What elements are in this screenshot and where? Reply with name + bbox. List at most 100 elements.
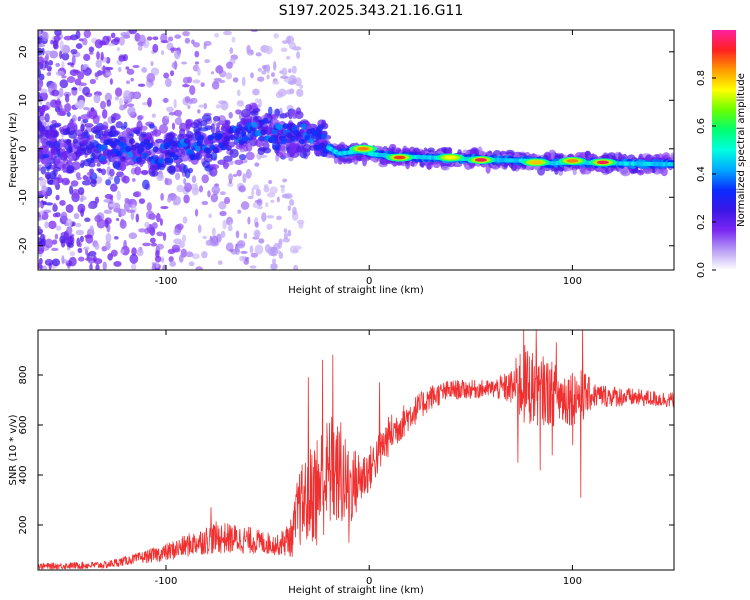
spectrogram-cloud-cell	[440, 165, 450, 171]
spectrogram-cloud-cell	[287, 147, 293, 156]
spectrogram-cloud-cell	[112, 161, 120, 170]
spectrogram-noise-cell	[101, 108, 108, 119]
spectrogram-noise-cell	[83, 246, 90, 251]
spectrogram-ridge-cell	[136, 156, 143, 163]
spectrogram-noise-cell	[40, 238, 47, 247]
spectrogram-noise-cell	[160, 205, 169, 210]
spectrogram-cloud-cell	[70, 180, 79, 187]
spectrogram-noise-cell	[104, 66, 114, 71]
spectrogram-noise-cell	[120, 249, 125, 254]
spectrogram-noise-cell	[39, 177, 47, 188]
spectrogram-noise-cell	[51, 258, 61, 267]
spectrogram-noise-cell	[249, 245, 254, 254]
spectrogram-cloud-cell	[180, 148, 186, 158]
spectrogram-noise-cell	[169, 70, 175, 77]
spectrogram-noise-cell	[252, 88, 260, 96]
spectrogram-cloud-cell	[295, 146, 306, 153]
spectrogram-cloud-cell	[142, 179, 150, 190]
spectrogram-noise-cell	[257, 76, 265, 82]
spectrogram-noise-cell	[228, 173, 234, 182]
spectrogram-noise-cell	[220, 230, 226, 239]
spectrogram-noise-cell	[155, 212, 161, 223]
spectrogram-noise-cell	[156, 231, 164, 237]
spectrogram-cloud-cell	[119, 131, 127, 138]
spectrogram-noise-cell	[182, 83, 190, 88]
spectrogram-noise-cell	[173, 98, 177, 109]
spectrogram-noise-cell	[288, 68, 292, 74]
spectrogram-noise-cell	[96, 51, 100, 60]
spectrogram-noise-cell	[128, 232, 138, 240]
spectrogram-noise-cell	[291, 65, 297, 74]
spectrogram-noise-cell	[223, 196, 231, 205]
spectrogram-cloud-cell	[68, 130, 78, 139]
spectrogram-noise-cell	[168, 111, 176, 116]
spectrogram-cloud-cell	[66, 138, 72, 147]
spectrogram-noise-cell	[89, 51, 94, 55]
spectrogram-cloud-cell	[282, 153, 291, 158]
spectrogram-noise-cell	[108, 176, 114, 181]
spectrogram-noise-cell	[64, 93, 70, 103]
spectrogram-cloud-cell	[155, 138, 164, 144]
spectrogram-noise-cell	[84, 217, 91, 222]
spectrogram-cloud-cell	[345, 157, 353, 164]
spectrogram-cloud-cell	[217, 115, 226, 125]
spectrogram-noise-cell	[74, 101, 81, 109]
spectrogram-noise-cell	[55, 225, 62, 231]
spectrogram-noise-cell	[150, 67, 160, 76]
spectrogram-noise-cell	[197, 109, 201, 114]
spectrogram-cloud-cell	[148, 123, 155, 129]
spectrogram-ridge-cell	[298, 138, 305, 145]
spectrogram-noise-cell	[116, 217, 120, 222]
spectrogram-noise-cell	[177, 113, 182, 119]
spectrogram-noise-cell	[100, 51, 104, 61]
spectrogram-noise-cell	[79, 99, 85, 108]
spectrogram-noise-cell	[176, 223, 184, 230]
spectrogram-cloud-cell	[67, 152, 77, 162]
snr-background	[38, 330, 674, 570]
spectrogram-noise-cell	[250, 252, 259, 258]
spectrogram-noise-cell	[276, 196, 280, 203]
y-tick-label: 800	[18, 365, 29, 384]
spectrogram-noise-cell	[114, 96, 120, 101]
spectrogram-cloud-cell	[105, 179, 112, 186]
spectrogram-noise-cell	[114, 37, 121, 43]
spectrogram-noise-cell	[276, 215, 282, 221]
spectrogram-noise-cell	[294, 77, 302, 87]
spectrogram-noise-cell	[87, 256, 95, 264]
spectrogram-noise-cell	[95, 263, 100, 270]
spectrogram-noise-cell	[256, 205, 263, 210]
spectrogram-noise-cell	[174, 49, 181, 60]
spectrogram-cloud-cell	[243, 114, 253, 124]
spectrogram-noise-cell	[203, 43, 207, 50]
spectrogram-noise-cell	[44, 50, 53, 55]
spectrogram-noise-cell	[268, 179, 273, 185]
spectrogram-noise-cell	[173, 228, 181, 236]
spectrogram-cloud-cell	[110, 113, 121, 121]
spectrogram-noise-cell	[250, 72, 254, 79]
spectrogram-noise-cell	[149, 81, 155, 86]
spectrogram-cloud-cell	[81, 180, 92, 186]
spectrogram-noise-cell	[38, 143, 41, 147]
spectrogram-noise-cell	[106, 99, 112, 107]
spectrogram-noise-cell	[205, 239, 213, 246]
spectrogram-noise-cell	[242, 173, 247, 184]
spectrogram-noise-cell	[38, 111, 41, 117]
spectrogram-cloud-cell	[245, 151, 255, 161]
chart-title: S197.2025.343.21.16.G11	[279, 3, 464, 19]
spectrogram-noise-cell	[165, 115, 170, 120]
spectrogram-ridge-core	[669, 162, 674, 167]
spectrogram-noise-cell	[149, 237, 156, 244]
spectrogram-noise-cell	[160, 50, 165, 56]
spectrogram-noise-cell	[255, 188, 262, 197]
spectrogram-noise-cell	[38, 225, 41, 230]
spectrogram-noise-cell	[244, 257, 249, 262]
spectrogram-noise-cell	[226, 61, 233, 69]
spectrogram-noise-cell	[59, 79, 69, 89]
spectrogram-noise-cell	[45, 202, 54, 206]
spectrogram-noise-cell	[218, 79, 226, 84]
spectrogram-noise-cell	[201, 251, 208, 259]
x-tick-label: 0	[366, 276, 372, 287]
spectrogram-cloud-cell	[66, 166, 75, 174]
spectrogram-hotspot	[529, 160, 542, 165]
spectrogram-noise-cell	[238, 185, 246, 193]
